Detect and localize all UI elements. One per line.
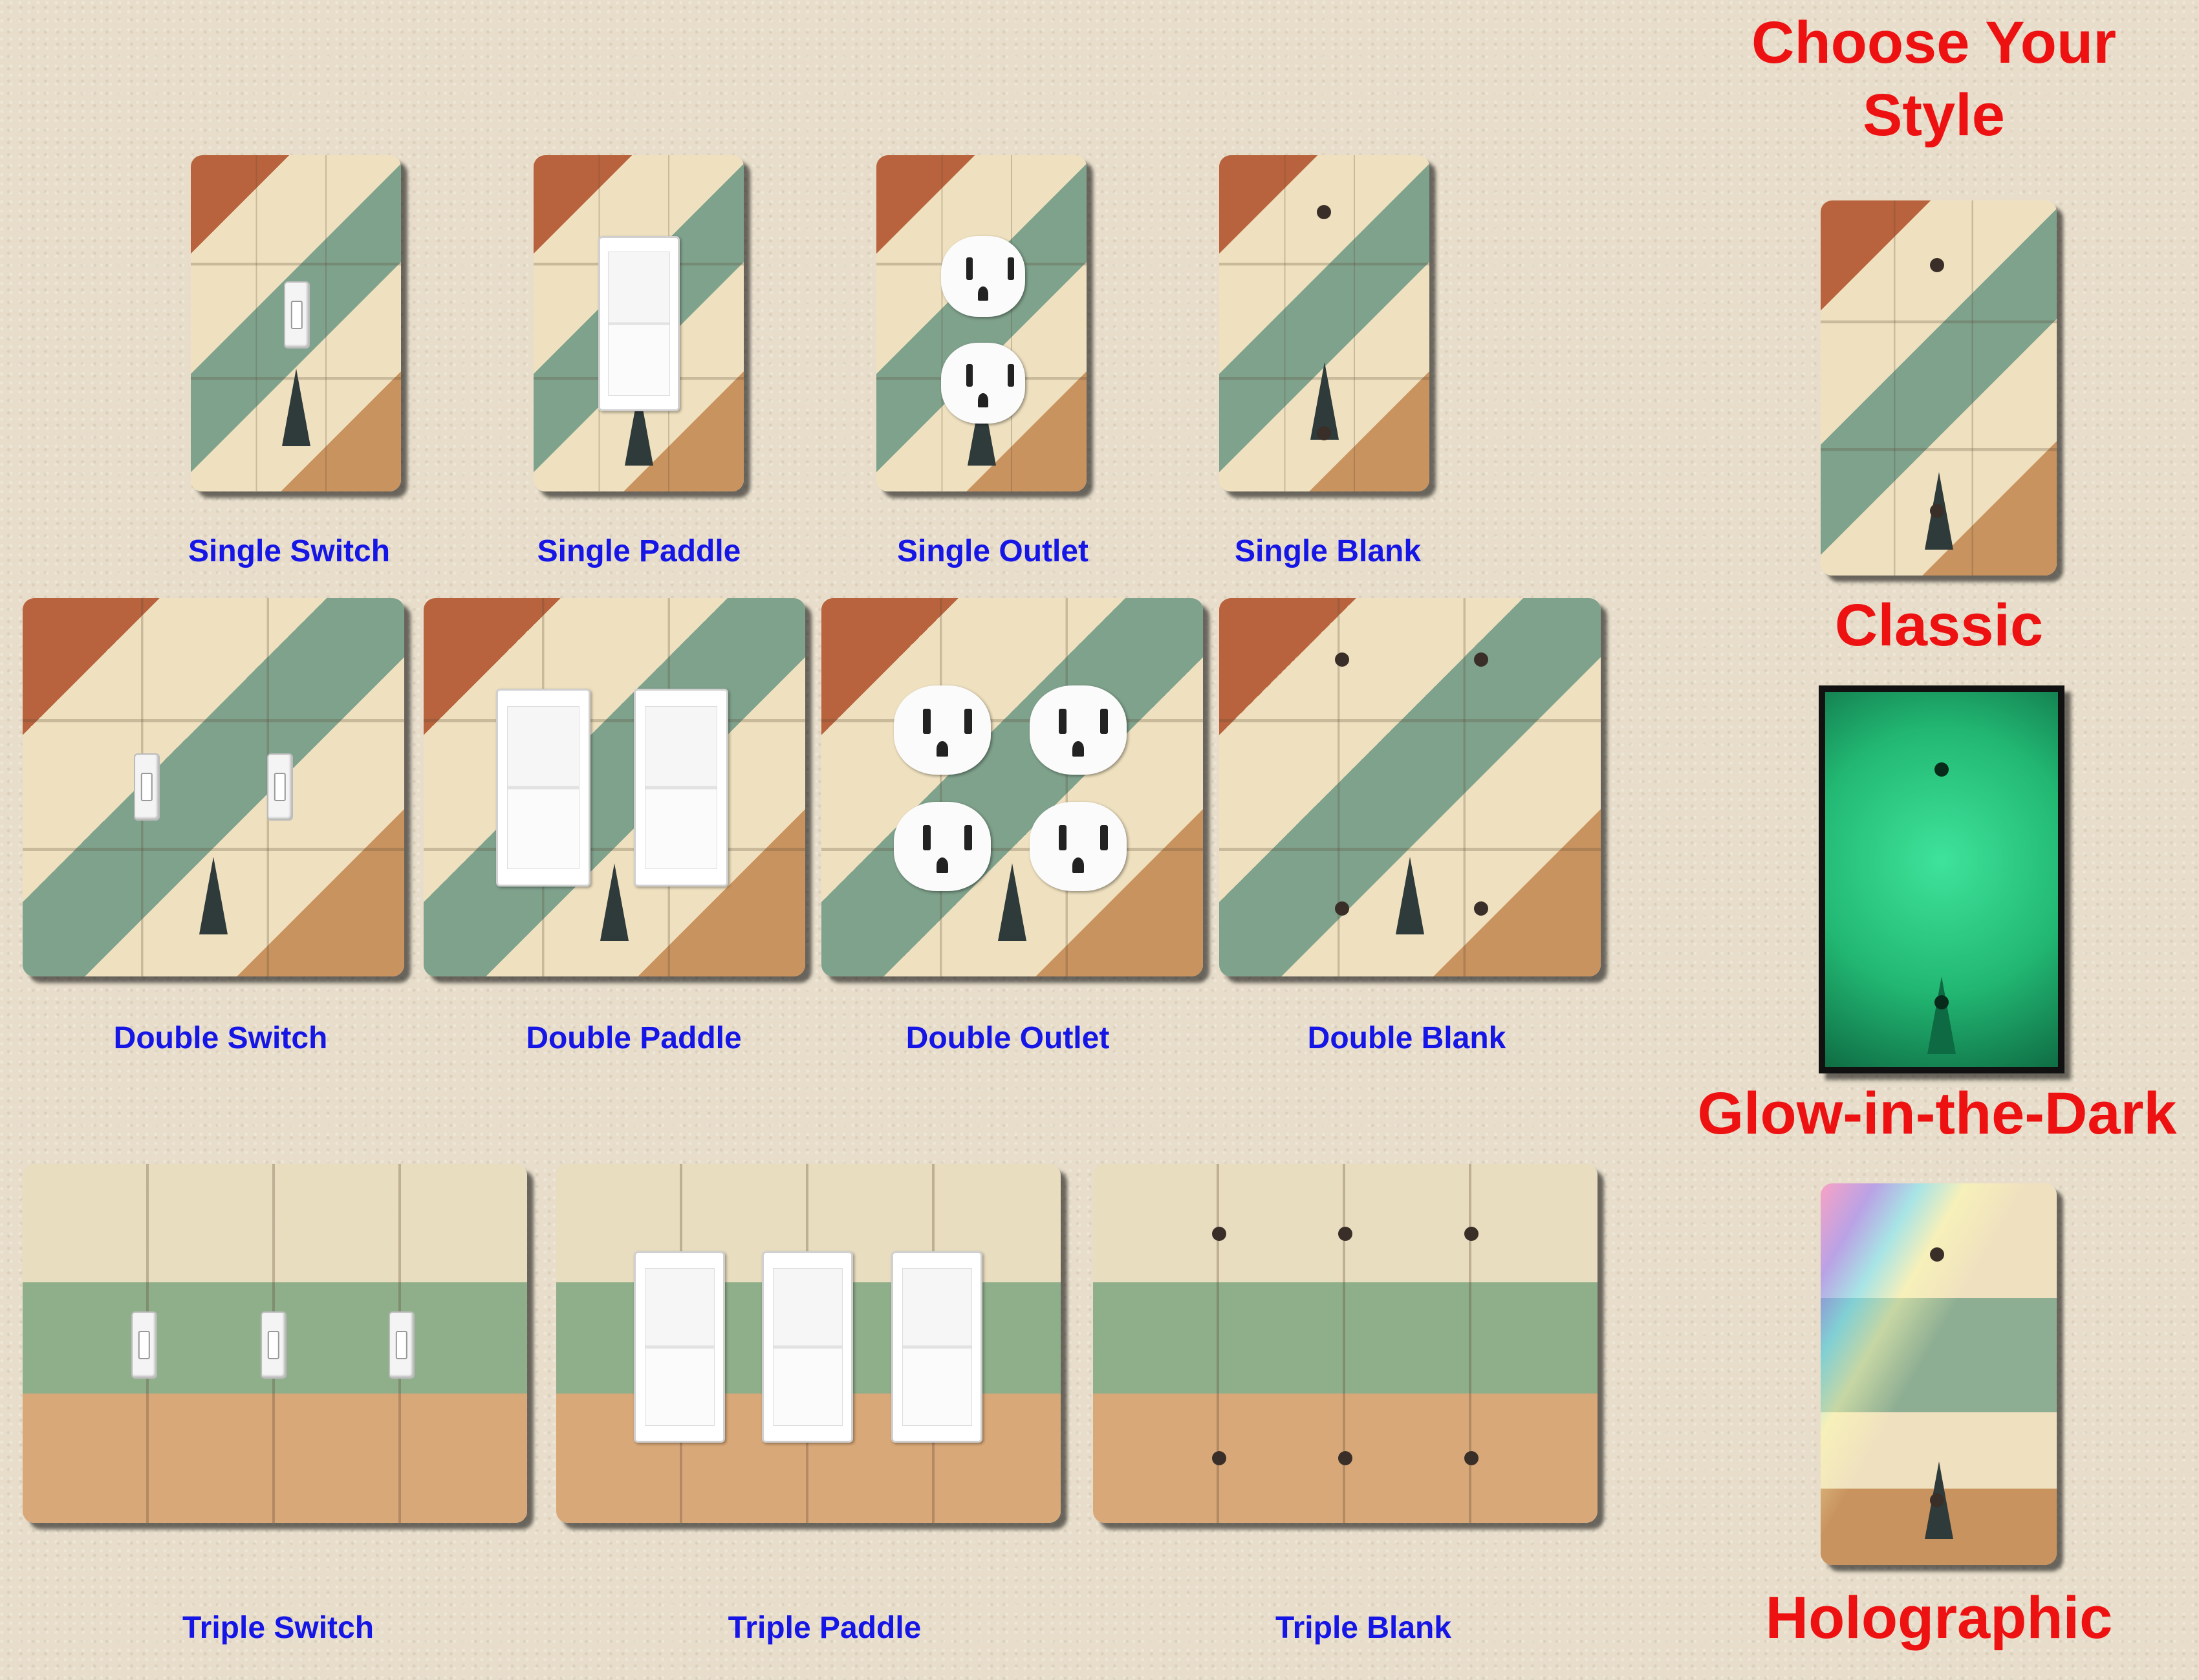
heading-line-2: Style [1863, 82, 2005, 148]
outlet-receptacle [941, 236, 1025, 317]
holographic-style-plate[interactable] [1821, 1183, 2057, 1565]
heading-line-1: Choose Your [1751, 10, 2116, 76]
screw-hole [1464, 1227, 1479, 1241]
paddle-switch [598, 236, 680, 411]
toggle-switch [134, 753, 160, 821]
classic-style-plate[interactable] [1821, 200, 2057, 576]
double-switch-label: Double Switch [113, 1021, 328, 1055]
outlet-receptacle [894, 685, 991, 775]
toggle-switch [389, 1311, 415, 1379]
screw-hole [1930, 1493, 1944, 1507]
single-switch-plate[interactable] [191, 155, 401, 491]
screw-hole [1335, 901, 1349, 916]
paddle-switch [496, 689, 590, 887]
outlet-receptacle [1030, 685, 1127, 775]
toggle-switch [131, 1311, 157, 1379]
paddle-switch [634, 689, 728, 887]
double-switch-plate[interactable] [23, 598, 404, 976]
triple-blank-label: Triple Blank [1275, 1611, 1452, 1645]
outlet-receptacle [894, 802, 991, 891]
single-blank-label: Single Blank [1234, 534, 1422, 568]
outlet-receptacle [941, 343, 1025, 424]
screw-hole [1934, 995, 1949, 1009]
screw-hole [1317, 426, 1331, 440]
double-paddle-label: Double Paddle [526, 1021, 742, 1055]
single-blank-plate[interactable] [1219, 155, 1429, 491]
screw-hole [1338, 1227, 1352, 1241]
screw-hole [1338, 1451, 1352, 1465]
triple-switch-label: Triple Switch [182, 1611, 374, 1645]
eiffel-tower-icon [1396, 857, 1424, 934]
screw-hole [1335, 652, 1349, 667]
eiffel-tower-icon [600, 863, 629, 941]
triple-switch-plate[interactable] [23, 1164, 527, 1523]
outlet-receptacle [1030, 802, 1127, 891]
double-blank-plate[interactable] [1219, 598, 1601, 976]
eiffel-tower-icon [199, 857, 228, 934]
paddle-switch [891, 1251, 982, 1443]
toggle-switch [261, 1311, 287, 1379]
choose-style-heading: Choose Your Style [1751, 6, 2116, 151]
single-switch-label: Single Switch [188, 534, 391, 568]
single-paddle-plate[interactable] [534, 155, 744, 491]
style-classic-label: Classic [1834, 592, 2044, 658]
single-outlet-plate[interactable] [876, 155, 1087, 491]
paddle-switch [634, 1251, 725, 1443]
double-paddle-plate[interactable] [424, 598, 805, 976]
paddle-switch [762, 1251, 853, 1443]
single-outlet-label: Single Outlet [896, 534, 1089, 568]
toggle-switch [284, 281, 310, 349]
screw-hole [1212, 1451, 1226, 1465]
toggle-switch [267, 753, 293, 821]
double-outlet-label: Double Outlet [905, 1021, 1110, 1055]
eiffel-tower-icon [998, 863, 1026, 941]
eiffel-tower-icon [281, 369, 310, 446]
style-glow-label: Glow-in-the-Dark [1697, 1081, 2177, 1147]
screw-hole [1464, 1451, 1479, 1465]
screw-hole [1934, 762, 1949, 777]
screw-hole [1930, 1247, 1944, 1262]
screw-hole [1212, 1227, 1226, 1241]
screw-hole [1930, 258, 1944, 272]
glow-style-plate[interactable] [1819, 685, 2064, 1073]
screw-hole [1474, 901, 1488, 916]
style-holographic-label: Holographic [1765, 1585, 2113, 1651]
triple-blank-plate[interactable] [1093, 1164, 1598, 1523]
eiffel-tower-icon [1927, 976, 1956, 1054]
double-blank-label: Double Blank [1307, 1021, 1506, 1055]
double-outlet-plate[interactable] [821, 598, 1203, 976]
screw-hole [1474, 652, 1488, 667]
triple-paddle-label: Triple Paddle [728, 1611, 922, 1645]
triple-paddle-plate[interactable] [556, 1164, 1061, 1523]
screw-hole [1930, 504, 1944, 518]
screw-hole [1317, 205, 1331, 219]
single-paddle-label: Single Paddle [537, 534, 741, 568]
